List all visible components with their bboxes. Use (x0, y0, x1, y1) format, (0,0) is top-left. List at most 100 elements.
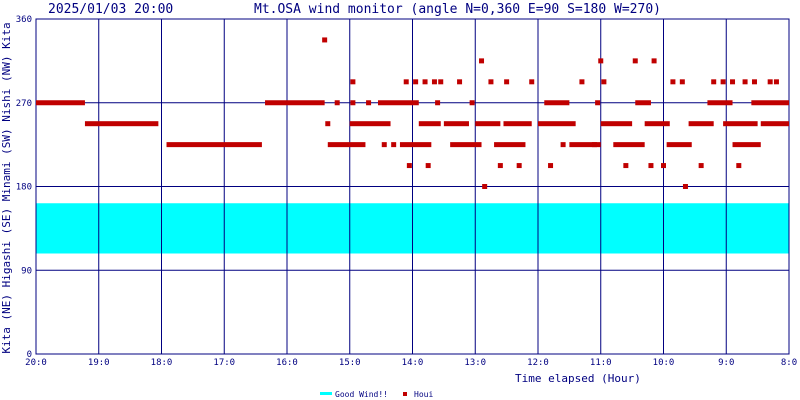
houi-point (679, 79, 685, 85)
houi-segment (544, 100, 570, 106)
houi-point (730, 79, 736, 85)
houi-segment (760, 121, 789, 127)
houi-point (350, 100, 356, 106)
houi-segment (349, 121, 391, 127)
houi-point (767, 79, 773, 85)
houi-segment (377, 100, 419, 106)
houi-point (479, 58, 485, 64)
houi-point (579, 79, 585, 85)
houi-point (504, 79, 510, 85)
houi-segment (723, 121, 758, 127)
houi-segment (84, 121, 159, 127)
houi-point (381, 142, 387, 148)
x-tick-label: 9:0 (718, 358, 734, 368)
houi-segment (265, 100, 325, 106)
houi-point (457, 79, 463, 85)
houi-segment (569, 142, 601, 148)
houi-segment (688, 121, 714, 127)
houi-segment (494, 142, 526, 148)
houi-segment (450, 142, 482, 148)
y-tick-label: 0 (27, 350, 32, 360)
x-tick-label: 12:0 (527, 358, 549, 368)
houi-point (438, 79, 444, 85)
houi-point (516, 163, 522, 169)
legend-good-wind-swatch (320, 392, 332, 395)
y-axis-direction-label: Kita (NE) Higashi (SE) Minami (SW) Nishi… (0, 22, 13, 353)
houi-segment (503, 121, 532, 127)
x-tick-label: 18:0 (151, 358, 173, 368)
y-tick-label: 90 (21, 266, 32, 276)
houi-point (488, 79, 494, 85)
houi-point (736, 163, 742, 169)
houi-point (595, 100, 601, 106)
houi-segment (613, 142, 645, 148)
x-axis-label: Time elapsed (Hour) (515, 372, 641, 385)
houi-segment (475, 121, 501, 127)
houi-point (497, 163, 503, 169)
houi-point (632, 58, 638, 64)
legend: Good Wind!! Houi (320, 390, 433, 399)
houi-point (560, 142, 566, 148)
x-tick-label: 20:0 (25, 358, 47, 368)
x-tick-label: 10:0 (653, 358, 675, 368)
houi-point (334, 100, 340, 106)
legend-houi-label: Houi (414, 390, 433, 399)
houi-point (406, 163, 412, 169)
houi-point (325, 121, 331, 127)
houi-point (431, 79, 437, 85)
houi-point (322, 37, 328, 43)
houi-segment (399, 142, 432, 148)
y-tick-label: 360 (16, 15, 32, 25)
houi-segment (418, 121, 441, 127)
x-tick-label: 14:0 (402, 358, 424, 368)
houi-point (598, 58, 604, 64)
houi-point (422, 79, 428, 85)
houi-point (682, 184, 688, 189)
houi-point (651, 58, 657, 64)
houi-segment (166, 142, 262, 148)
houi-point (623, 163, 629, 169)
houi-point (670, 79, 676, 85)
houi-point (469, 100, 475, 106)
houi-point (413, 79, 419, 85)
houi-point (601, 79, 607, 85)
plot-area: 20:0 19:0 18:0 17:0 16:0 15:0 14:0 13:0 12:0 11:0… (16, 15, 797, 368)
y-tick-label: 270 (16, 99, 32, 109)
houi-point (698, 163, 704, 169)
houi-point (773, 79, 779, 85)
houi-point (425, 163, 431, 169)
chart-title: Mt.OSA wind monitor (angle N=0,360 E=90 … (254, 2, 661, 17)
legend-houi-swatch (403, 392, 407, 396)
houi-segment (635, 100, 651, 106)
houi-segment (538, 121, 576, 127)
houi-point (350, 79, 356, 85)
timestamp: 2025/01/03 20:00 (48, 2, 173, 17)
x-tick-label: 19:0 (88, 358, 110, 368)
houi-segment (707, 100, 733, 106)
houi-segment (751, 100, 789, 106)
x-tick-label: 8:0 (781, 358, 797, 368)
houi-point (720, 79, 726, 85)
houi-point (661, 163, 666, 169)
houi-segment (36, 100, 85, 106)
houi-segment (644, 121, 670, 127)
houi-segment (732, 142, 761, 148)
legend-good-wind-label: Good Wind!! (335, 390, 388, 399)
houi-point (742, 79, 748, 85)
houi-point (648, 163, 654, 169)
houi-point (435, 100, 441, 106)
houi-segment (600, 121, 633, 127)
houi-point (548, 163, 554, 169)
houi-point (711, 79, 717, 85)
houi-segment (327, 142, 366, 148)
houi-point (591, 142, 597, 148)
houi-segment (443, 121, 469, 127)
houi-point (403, 79, 409, 85)
houi-point (751, 79, 757, 85)
x-tick-label: 15:0 (339, 358, 361, 368)
houi-point (482, 184, 488, 189)
x-tick-label: 11:0 (590, 358, 612, 368)
x-tick-label: 16:0 (276, 358, 298, 368)
